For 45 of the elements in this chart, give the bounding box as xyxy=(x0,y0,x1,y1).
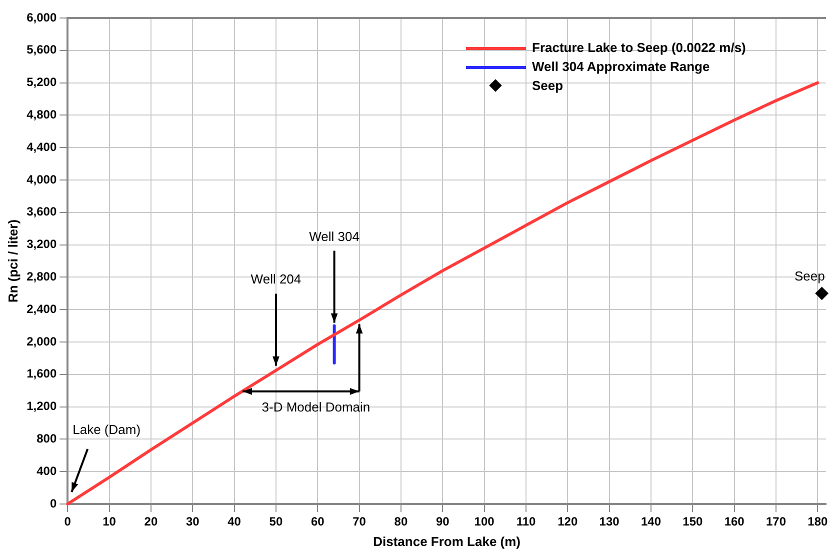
y-tick-label: 3,200 xyxy=(26,237,57,252)
x-tick-label: 10 xyxy=(102,514,116,529)
legend-label: Seep xyxy=(532,78,564,93)
y-tick-label: 4,400 xyxy=(26,140,57,154)
y-tick-label: 1,600 xyxy=(26,366,57,381)
y-tick-label: 800 xyxy=(36,432,57,446)
y-axis-title: Rn (pci / liter) xyxy=(5,219,20,303)
y-tick-label: 2,800 xyxy=(26,270,57,284)
x-tick-label: 180 xyxy=(808,514,828,529)
x-tick-label: 110 xyxy=(516,514,536,529)
x-tick-label: 50 xyxy=(269,514,283,529)
x-tick-label: 60 xyxy=(310,514,325,529)
legend-label: Well 304 Approximate Range xyxy=(532,59,710,74)
legend-label: Fracture Lake to Seep (0.0022 m/s) xyxy=(532,40,746,55)
y-tick-label: 1,200 xyxy=(26,399,57,414)
annotation: 3-D Model Domain xyxy=(262,399,370,414)
x-tick-label: 140 xyxy=(640,514,662,529)
annotation: Seep xyxy=(794,268,825,284)
x-tick-label: 90 xyxy=(436,514,450,529)
y-tick-label: 400 xyxy=(36,464,57,478)
x-tick-label: 70 xyxy=(352,514,366,529)
x-tick-label: 20 xyxy=(144,514,158,529)
x-tick-label: 170 xyxy=(766,514,786,529)
y-tick-label: 4,800 xyxy=(26,108,57,122)
x-tick-label: 30 xyxy=(186,514,200,529)
x-tick-label: 100 xyxy=(474,514,495,529)
y-tick-label: 3,600 xyxy=(26,204,57,219)
x-tick-label: 0 xyxy=(64,514,72,529)
annotation: Well 204 xyxy=(250,272,302,287)
y-tick-label: 0 xyxy=(50,496,57,510)
y-tick-label: 6,000 xyxy=(26,10,57,24)
x-tick-label: 160 xyxy=(724,514,745,529)
y-tick-label: 2,400 xyxy=(26,302,57,316)
x-tick-label: 150 xyxy=(682,514,703,529)
x-axis-title: Distance From Lake (m) xyxy=(373,534,520,549)
y-tick-label: 5,600 xyxy=(26,42,57,57)
y-tick-label: 4,000 xyxy=(26,172,57,186)
x-tick-label: 120 xyxy=(558,514,578,529)
y-tick-label: 5,200 xyxy=(26,75,57,90)
annotation: Lake (Dam) xyxy=(72,422,141,437)
y-tick-label: 2,000 xyxy=(26,334,57,348)
x-tick-label: 40 xyxy=(228,514,242,529)
x-tick-label: 130 xyxy=(599,514,620,529)
x-tick-label: 80 xyxy=(394,514,408,529)
annotation: Well 304 xyxy=(309,228,360,244)
